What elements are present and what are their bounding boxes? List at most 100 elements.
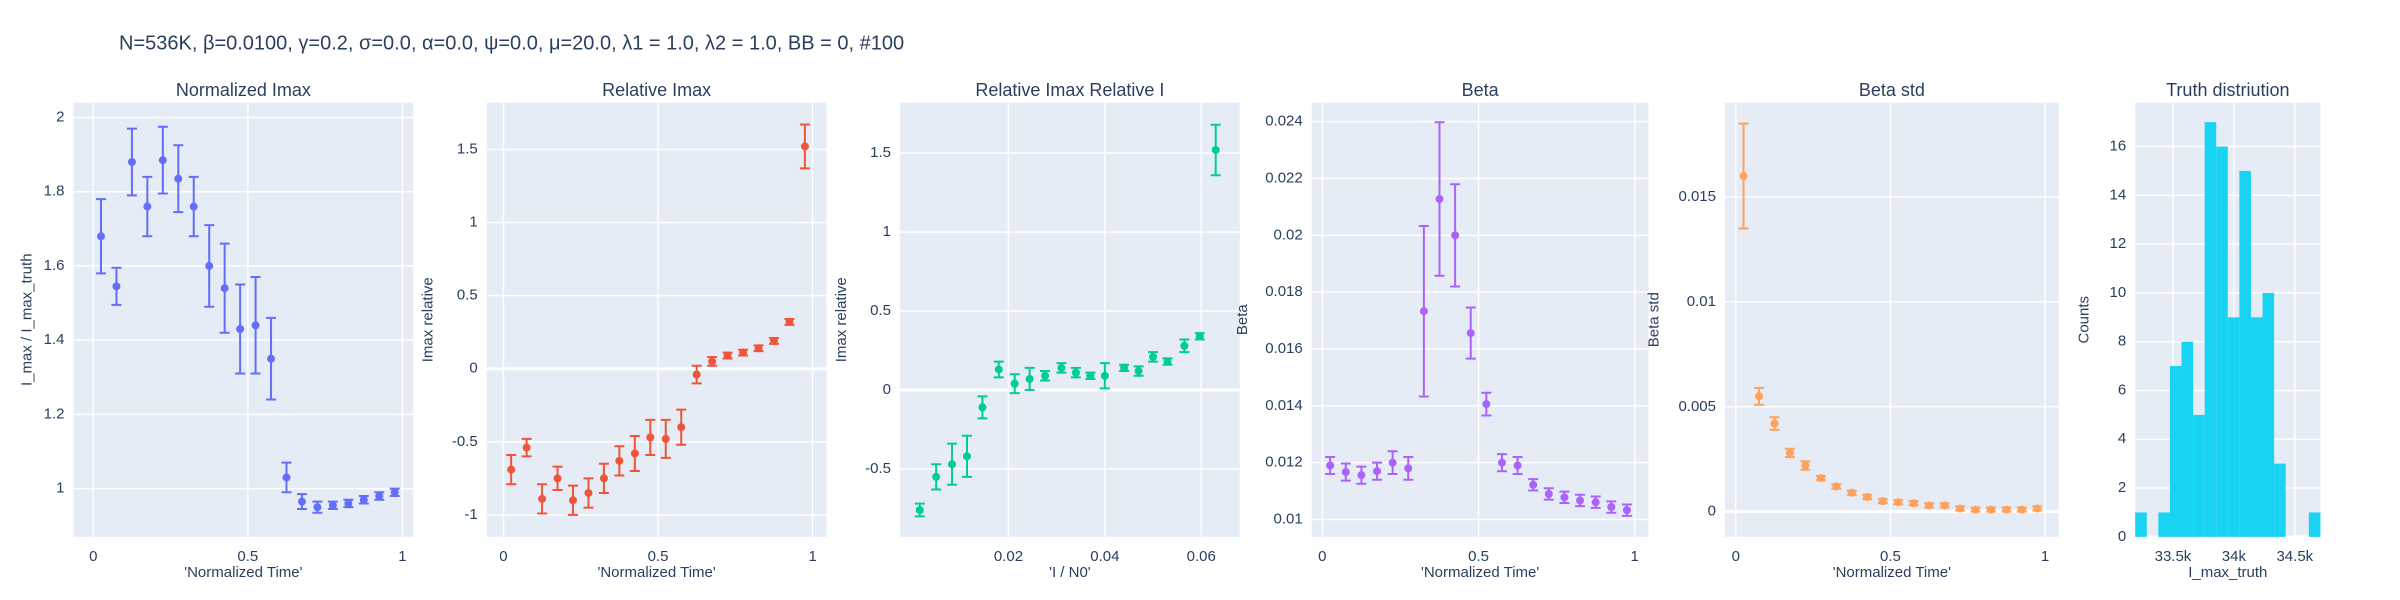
- y-tick-label: 2: [2118, 479, 2126, 496]
- data-point: [948, 460, 957, 469]
- data-point: [1419, 307, 1428, 316]
- data-point: [1544, 489, 1553, 498]
- x-axis-title: 'Normalized Time': [1833, 564, 1951, 581]
- data-point: [2033, 504, 2042, 513]
- y-tick-label: 0.02: [1274, 226, 1303, 243]
- x-tick-label: 34k: [2222, 548, 2247, 565]
- data-point: [677, 423, 686, 432]
- y-tick-label: 0: [2118, 528, 2126, 545]
- y-axis-title: Beta std: [1646, 292, 1663, 347]
- data-point: [1940, 501, 1949, 510]
- histogram-bar: [2239, 170, 2251, 537]
- data-point: [1755, 392, 1764, 401]
- data-point: [915, 506, 924, 514]
- data-point: [538, 494, 547, 503]
- data-point: [1801, 461, 1810, 470]
- y-tick-label: 1.2: [44, 405, 65, 422]
- x-tick-label: 1: [398, 548, 406, 565]
- subplot: Beta 'Normalized Time' Beta 0 0.5 1 0.01 0.012 0…: [1234, 80, 1649, 581]
- data-point: [313, 503, 322, 512]
- data-point: [359, 495, 368, 504]
- data-point: [205, 261, 214, 270]
- data-point: [1971, 505, 1980, 514]
- data-point: [96, 232, 105, 241]
- data-point: [1404, 464, 1413, 473]
- y-tick-label: 16: [2110, 138, 2127, 155]
- histogram-bar: [2274, 463, 2286, 537]
- data-point: [1120, 363, 1129, 372]
- data-point: [978, 403, 987, 412]
- y-tick-label: 0.5: [457, 287, 478, 304]
- data-point: [630, 449, 639, 458]
- y-tick-label: 1: [56, 480, 64, 497]
- x-tick-label: 0.04: [1090, 548, 1119, 565]
- histogram-bar: [2227, 317, 2240, 537]
- data-point: [174, 174, 183, 183]
- data-point: [1591, 498, 1600, 507]
- x-axis-title: 'Normalized Time': [1421, 564, 1539, 581]
- figure-title: N=536K, β=0.0100, γ=0.2, σ=0.0, α=0.0, ψ…: [119, 32, 904, 54]
- plot-area: [1725, 102, 2059, 537]
- y-tick-label: 0: [1708, 503, 1716, 520]
- data-point: [568, 496, 577, 505]
- data-point: [267, 354, 276, 363]
- subplot: Normalized Imax 'Normalized Time' I_max / …: [19, 80, 414, 581]
- data-point: [1195, 332, 1204, 341]
- data-point: [112, 282, 121, 291]
- data-point: [1451, 231, 1460, 240]
- data-point: [328, 501, 337, 510]
- y-axis-title: I_max / I_max_truth: [19, 253, 36, 386]
- y-tick-label: 14: [2110, 186, 2127, 203]
- data-point: [1847, 488, 1856, 497]
- histogram-bar: [2204, 122, 2217, 537]
- subplot-title: Truth distriution: [2166, 80, 2289, 100]
- data-point: [932, 472, 941, 481]
- data-point: [1357, 471, 1366, 480]
- x-tick-label: 0: [499, 548, 507, 565]
- x-tick-label: 0.5: [237, 548, 258, 565]
- subplot: Beta std 'Normalized Time' Beta std 0 0.5 1 0 0…: [1646, 80, 2059, 581]
- y-tick-label: 1: [883, 223, 891, 240]
- data-point: [1816, 474, 1825, 483]
- histogram-bar: [2135, 512, 2147, 537]
- data-point: [1529, 480, 1538, 489]
- x-tick-label: 1: [2041, 548, 2049, 565]
- subplot: Relative Imax 'Normalized Time' Imax relat…: [420, 80, 827, 581]
- y-tick-label: 12: [2110, 235, 2127, 252]
- x-tick-label: 1: [1631, 548, 1639, 565]
- data-point: [1341, 468, 1350, 477]
- data-point: [282, 473, 291, 482]
- data-point: [1909, 499, 1918, 508]
- data-point: [236, 325, 245, 334]
- x-tick-label: 0: [1732, 548, 1740, 565]
- x-axis-title: 'Normalized Time': [184, 564, 302, 581]
- data-point: [2017, 505, 2026, 514]
- histogram-bar: [2250, 317, 2263, 537]
- data-point: [1513, 461, 1522, 470]
- plot-area: [486, 102, 827, 537]
- data-point: [143, 202, 152, 211]
- data-point: [1373, 467, 1382, 476]
- data-point: [962, 452, 971, 461]
- data-point: [375, 492, 384, 501]
- subplot-title: Relative Imax Relative I: [975, 80, 1164, 100]
- x-axis-title: 'Normalized Time': [597, 564, 715, 581]
- subplot-title: Normalized Imax: [176, 80, 311, 100]
- subplot: Truth distriution I_max_truth Counts 33.5k 3…: [2076, 80, 2321, 581]
- data-point: [1986, 505, 1995, 514]
- data-point: [1071, 368, 1080, 377]
- subplot-title: Beta: [1462, 80, 1500, 100]
- data-point: [1785, 448, 1794, 457]
- x-tick-label: 0.5: [648, 548, 669, 565]
- y-tick-label: 10: [2110, 284, 2127, 301]
- data-point: [599, 474, 608, 483]
- data-point: [1211, 146, 1220, 154]
- y-tick-label: 0.01: [1274, 510, 1303, 527]
- data-point: [994, 365, 1003, 374]
- plot-area: [73, 102, 414, 537]
- y-tick-label: 0.018: [1265, 283, 1303, 300]
- data-point: [1894, 498, 1903, 507]
- y-tick-label: 6: [2118, 381, 2126, 398]
- y-tick-label: 0: [469, 360, 477, 377]
